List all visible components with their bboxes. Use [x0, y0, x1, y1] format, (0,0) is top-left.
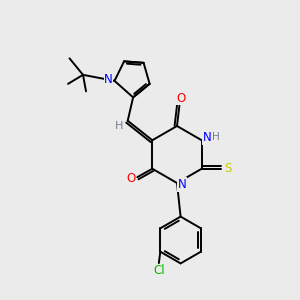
Text: S: S — [224, 162, 232, 175]
Text: H: H — [115, 121, 124, 131]
Text: Cl: Cl — [153, 264, 165, 277]
Text: N: N — [202, 131, 211, 144]
Text: N: N — [178, 178, 187, 191]
Text: O: O — [126, 172, 135, 185]
Text: O: O — [176, 92, 185, 105]
Text: N: N — [104, 73, 113, 86]
Text: H: H — [212, 132, 220, 142]
